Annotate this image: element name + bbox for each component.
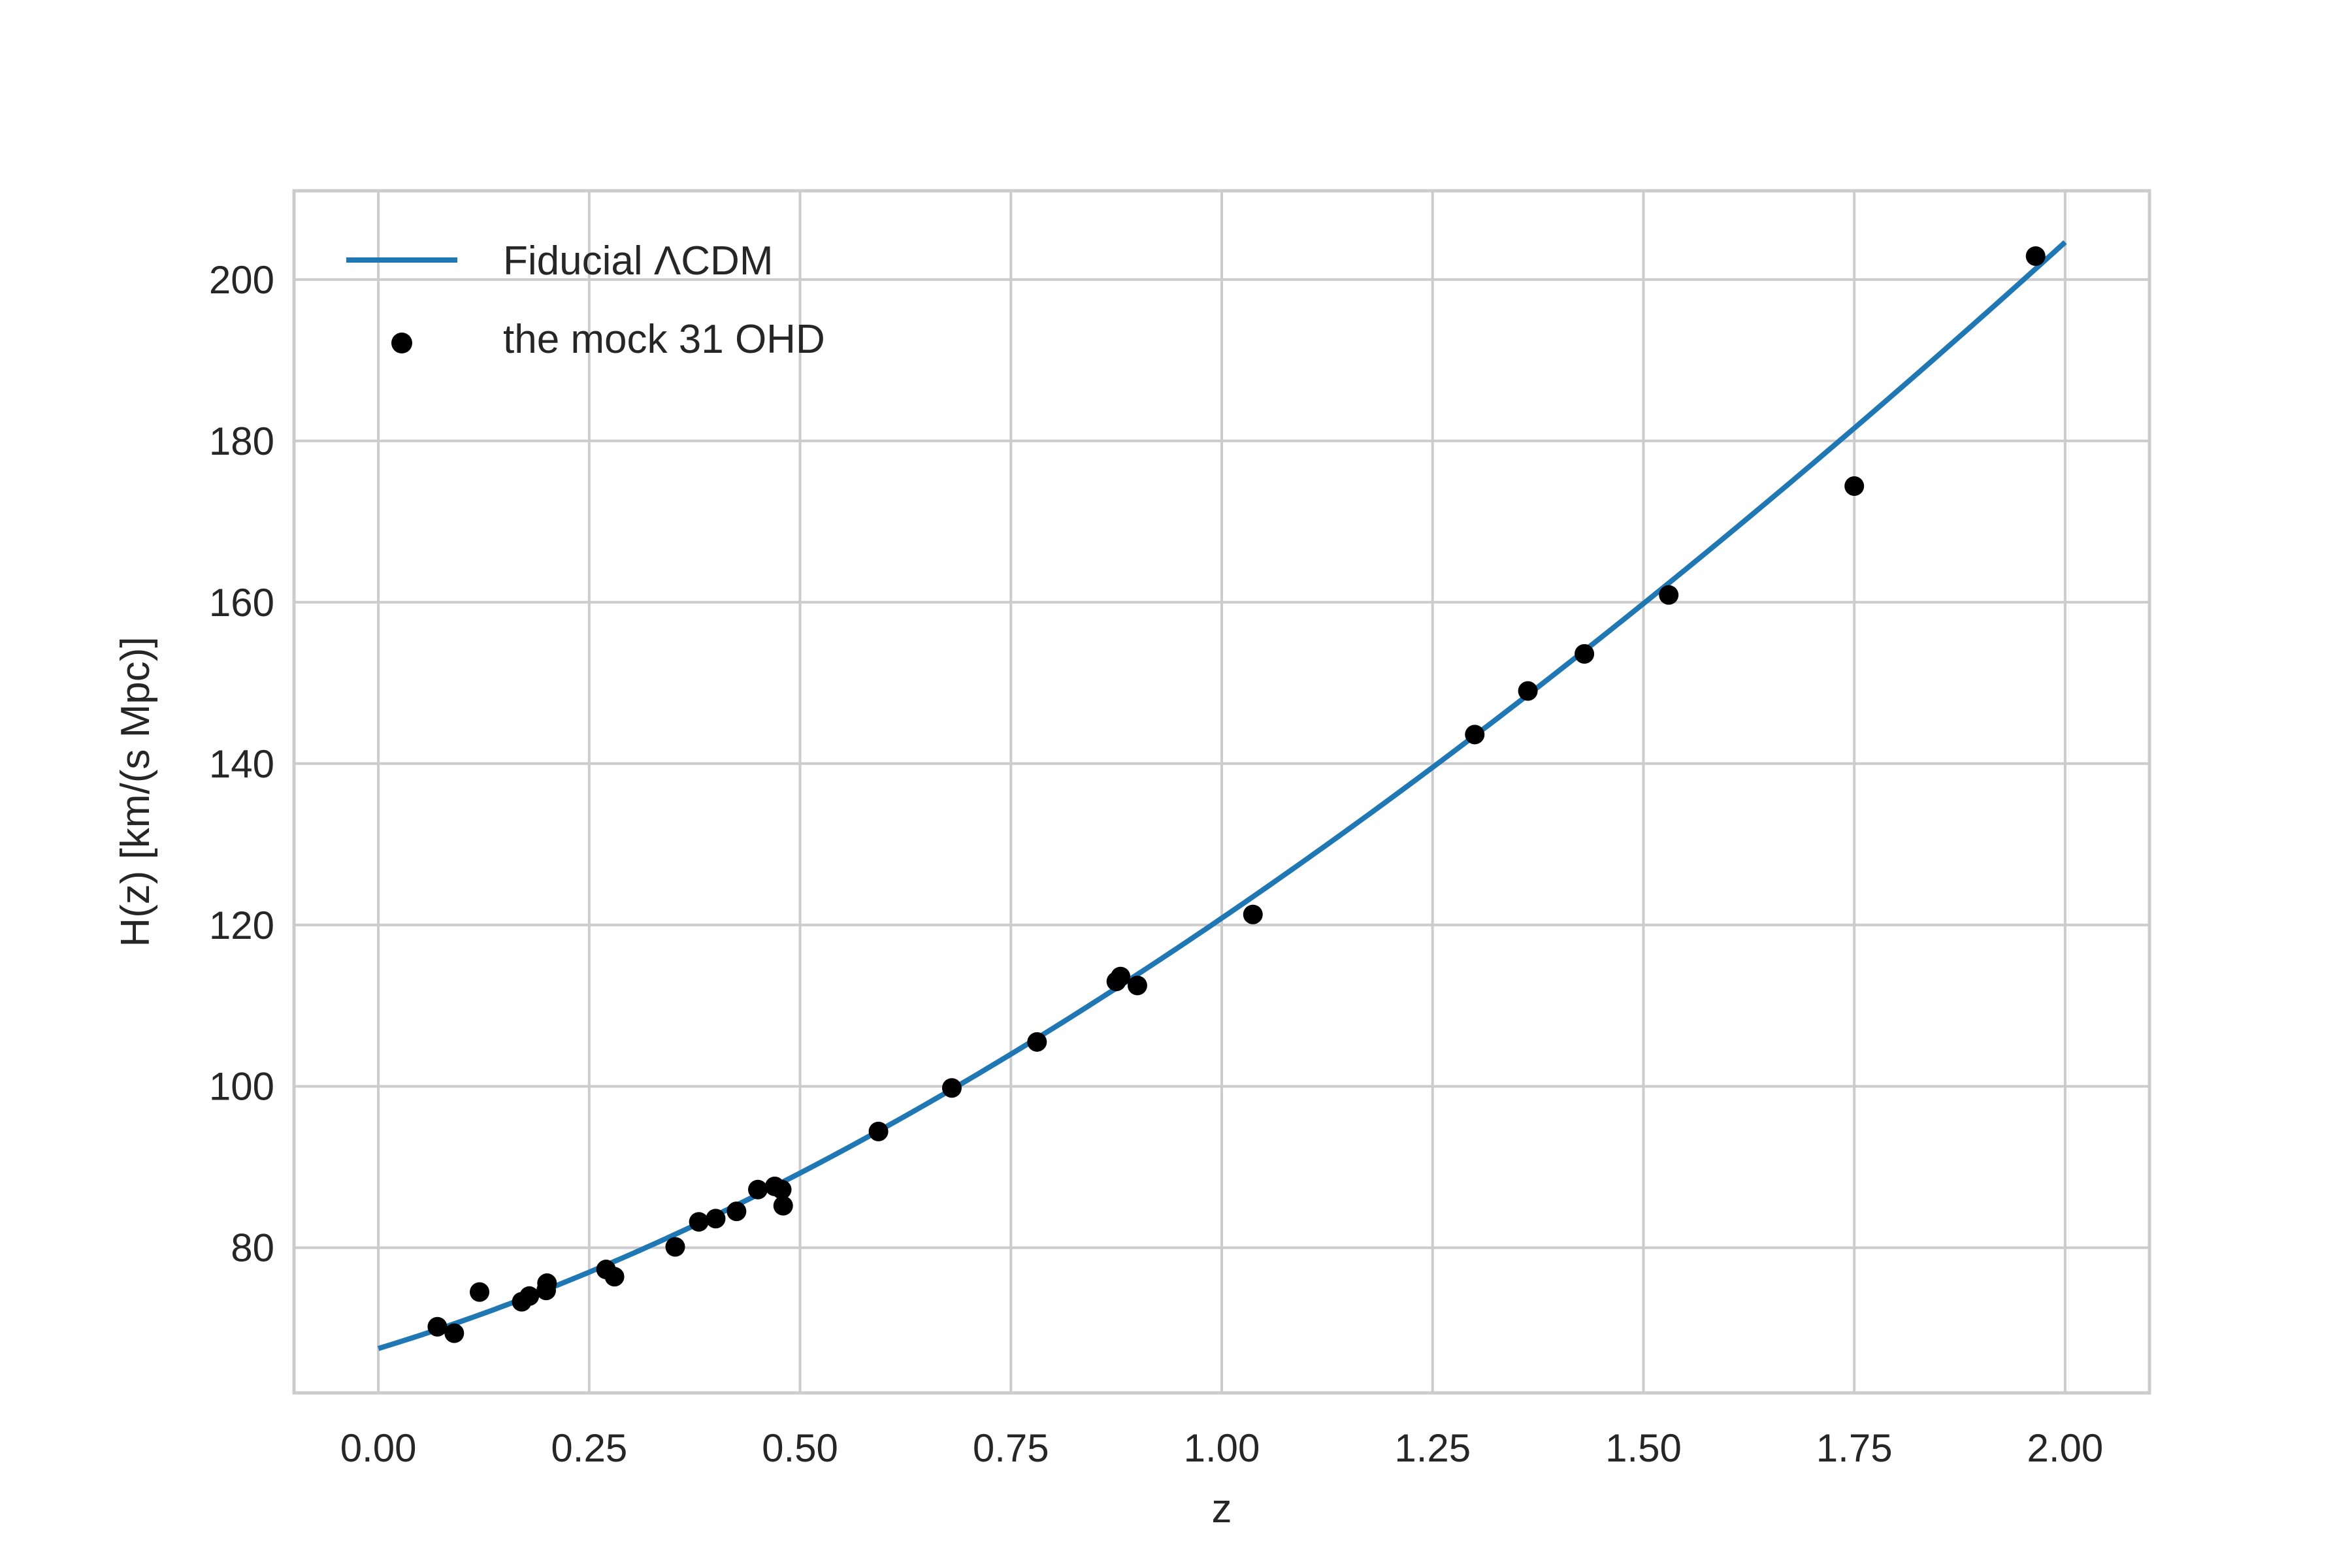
y-tick-label: 140: [209, 742, 274, 786]
ohd-data-point: [689, 1212, 709, 1232]
y-tick-label: 120: [209, 904, 274, 947]
ohd-data-point: [444, 1323, 465, 1343]
ohd-data-point: [2025, 246, 2046, 267]
y-tick-label: 100: [209, 1065, 274, 1109]
y-tick-label: 80: [231, 1226, 274, 1270]
ohd-data-point: [470, 1282, 489, 1302]
ohd-data-point: [868, 1121, 889, 1141]
ohd-data-point: [1243, 904, 1263, 924]
ohd-data-point: [706, 1209, 726, 1229]
ohd-data-point: [772, 1179, 792, 1200]
x-tick-label: 1.75: [1816, 1426, 1893, 1470]
ohd-data-point: [727, 1201, 747, 1222]
x-tick-label: 2.00: [2027, 1426, 2104, 1470]
x-tick-label: 1.00: [1184, 1426, 1260, 1470]
y-axis-label: H(z) [km/(s Mpc)]: [113, 636, 158, 947]
x-tick-label: 0.50: [762, 1426, 838, 1470]
ohd-data-point: [941, 1078, 962, 1098]
x-tick-label: 0.00: [340, 1426, 417, 1470]
x-tick-label: 1.50: [1605, 1426, 1682, 1470]
ohd-data-point: [1465, 725, 1485, 745]
legend-label-mock: the mock 31 OHD: [503, 317, 825, 362]
plot-frame: [292, 189, 2151, 1395]
fiducial-lcdm-line: [377, 240, 2067, 1351]
legend: Fiducial ΛCDM the mock 31 OHD: [346, 238, 825, 362]
x-axis-label: z: [1212, 1486, 1232, 1531]
y-tick-label: 180: [209, 419, 274, 463]
ohd-data-point: [665, 1237, 685, 1257]
x-tick-label: 1.25: [1394, 1426, 1471, 1470]
y-tick-labels: 80 100 120 140 160 180 200: [209, 258, 274, 1270]
legend-dot-swatch: [391, 333, 412, 353]
ohd-data-point: [1111, 966, 1131, 987]
series-line-group: [377, 240, 2067, 1351]
series-points-group: [427, 246, 2046, 1343]
x-tick-label: 0.75: [973, 1426, 1049, 1470]
ohd-data-point: [1844, 476, 1865, 496]
ohd-data-point: [537, 1273, 557, 1294]
ohd-data-point: [773, 1196, 793, 1216]
ohd-data-point: [604, 1267, 625, 1287]
y-tick-label: 160: [209, 581, 274, 625]
x-tick-label: 0.25: [551, 1426, 627, 1470]
ohd-data-point: [1127, 975, 1147, 996]
ohd-data-point: [1518, 681, 1538, 701]
grid: [294, 191, 2149, 1393]
x-tick-labels: 0.00 0.25 0.50 0.75 1.00 1.25 1.50 1.75 2.00: [340, 1426, 2104, 1470]
ohd-data-point: [748, 1179, 768, 1200]
ohd-data-point: [1575, 644, 1595, 664]
y-tick-label: 200: [209, 258, 274, 302]
ohd-data-point: [1027, 1032, 1047, 1052]
legend-label-fiducial: Fiducial ΛCDM: [503, 238, 773, 284]
ohd-data-point: [427, 1316, 448, 1337]
ohd-data-point: [1659, 585, 1679, 605]
ohd-data-point: [519, 1286, 540, 1306]
